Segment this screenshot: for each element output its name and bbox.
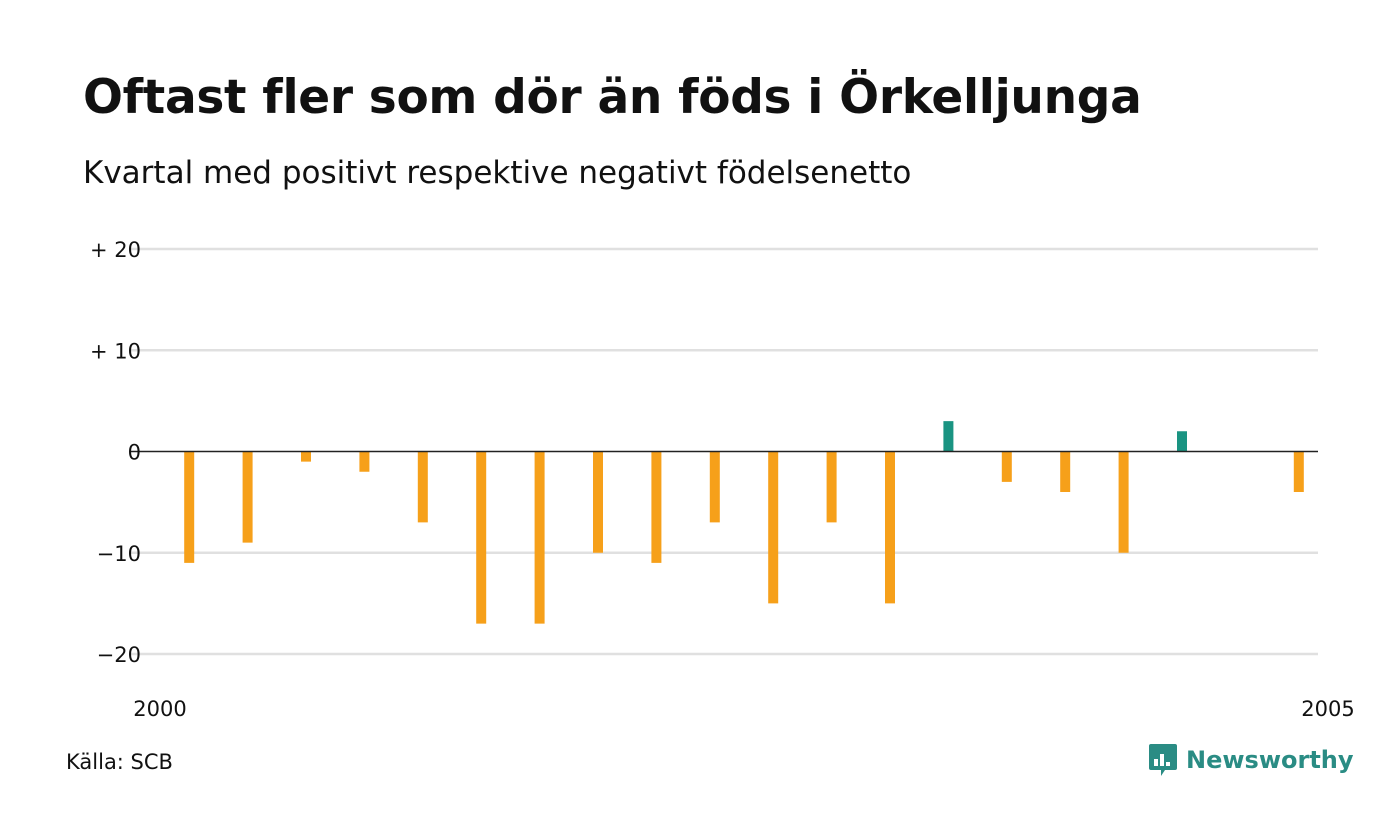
bar: 2000 Q3: -1 bbox=[301, 451, 311, 462]
bar: 2002 Q1: -11 bbox=[651, 451, 662, 563]
brand-name: Newsworthy bbox=[1186, 746, 1354, 774]
bars: 2000 Q1: -11 2000 Q2: -9 2000 Q3: -1 2000 Q… bbox=[184, 421, 1304, 624]
bar: 2002 Q3: -15 bbox=[768, 451, 779, 604]
brand-logo[interactable]: Newsworthy bbox=[1148, 742, 1354, 778]
bar: 2001 Q3: -17 bbox=[534, 451, 545, 624]
y-tick-label: 0 bbox=[128, 441, 141, 465]
chart-title: Oftast fler som dör än föds i Örkelljung… bbox=[83, 70, 1142, 125]
bar: 2003 Q2: 3 bbox=[943, 421, 954, 452]
y-tick-label: + 20 bbox=[90, 238, 141, 262]
newsworthy-logo-icon bbox=[1149, 744, 1177, 776]
bar: 2002 Q2: -7 bbox=[709, 451, 720, 523]
bar: 2003 Q1: -15 bbox=[885, 451, 895, 604]
bar: 2002 Q4: -7 bbox=[826, 451, 837, 523]
chart-subtitle: Kvartal med positivt respektive negativt… bbox=[83, 155, 912, 191]
bar: 2003 Q3: -3 bbox=[1001, 451, 1012, 482]
x-tick-label: 2000 bbox=[133, 697, 186, 721]
bar: 2004 Q2: 2 bbox=[1177, 431, 1187, 452]
bar: 2004 Q1: -10 bbox=[1118, 451, 1129, 553]
y-axis-ticks: + 20 + 10 0 −10 −20 bbox=[90, 238, 141, 667]
x-tick-label: 2005 bbox=[1301, 697, 1354, 721]
bar: 2001 Q1: -7 bbox=[417, 451, 428, 523]
x-axis-ticks: 20002005201020152020 bbox=[133, 697, 1354, 721]
y-tick-label: + 10 bbox=[90, 339, 141, 363]
bar: 2000 Q1: -11 bbox=[184, 451, 195, 563]
bar: 2000 Q4: -2 bbox=[359, 451, 370, 472]
bar: 2001 Q2: -17 bbox=[476, 451, 487, 624]
y-tick-label: −10 bbox=[97, 542, 141, 566]
bar: 2000 Q2: -9 bbox=[242, 451, 253, 543]
bar: 2001 Q4: -10 bbox=[593, 451, 603, 553]
y-tick-label: −20 bbox=[97, 643, 141, 667]
bar: 2004 Q4: -4 bbox=[1293, 451, 1304, 492]
bar: 2003 Q4: -4 bbox=[1060, 451, 1071, 492]
source-label: Källa: SCB bbox=[66, 750, 173, 774]
